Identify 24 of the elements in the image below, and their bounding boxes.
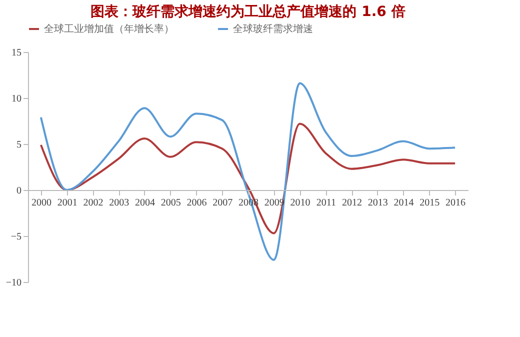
x-tick-label: 2011 [316,198,336,208]
y-tick-label: 10 [12,94,22,104]
x-tick-label: 2001 [57,198,78,208]
chart-title: 图表：玻纤需求增速约为工业总产值增速的 1.6 倍 [90,3,406,20]
legend-label: 全球玻纤需求增速 [233,23,313,35]
x-tick-label: 2006 [186,198,207,208]
x-tick-label: 2013 [368,198,388,208]
x-tick-label: 2016 [446,198,466,208]
x-tick-label: 2005 [160,198,181,208]
y-tick-label: 15 [12,48,22,58]
x-tick-label: 2004 [134,198,155,208]
x-tick-label: 2003 [109,198,130,208]
legend-label: 全球工业增加值（年增长率） [44,23,174,35]
x-tick-label: 2015 [420,198,440,208]
x-tick-label: 2007 [212,198,233,208]
y-tick-label: 5 [16,140,22,150]
x-tick-label: 2002 [83,198,104,208]
x-tick-label: 2010 [290,198,310,208]
y-tick-label: 0 [16,186,22,196]
y-tick-label: −10 [6,278,22,288]
x-tick-label: 2000 [31,198,52,208]
x-tick-label: 2014 [394,198,414,208]
x-tick-label: 2012 [342,198,362,208]
y-tick-label: −5 [10,232,22,242]
